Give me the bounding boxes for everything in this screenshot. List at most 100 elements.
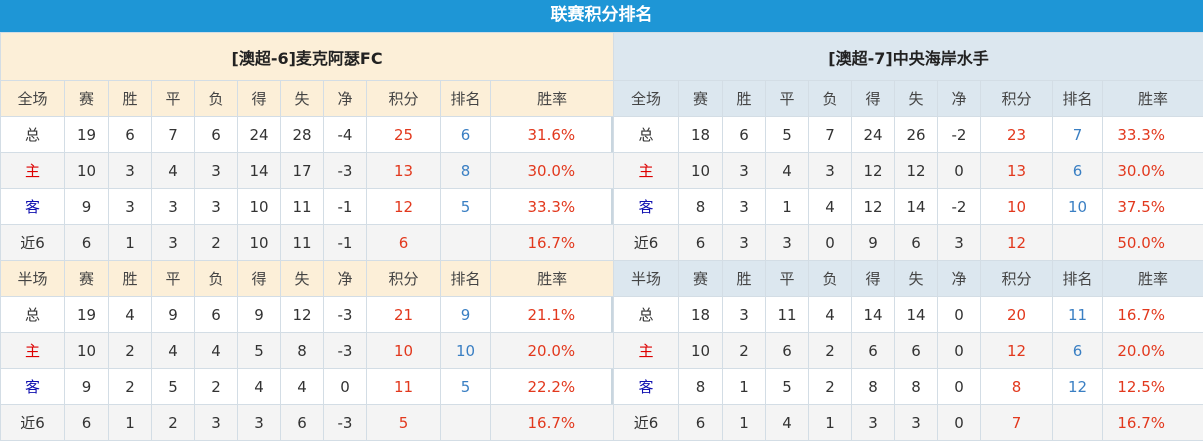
column-header: 排名 [440,80,491,117]
column-header: 胜 [722,80,766,117]
draws-cell: 2 [151,404,195,441]
win-rate-cell: 12.5% [1101,368,1203,405]
rank-cell [1052,224,1103,261]
losses-cell: 0 [808,224,852,261]
goal-diff-cell: 3 [937,224,981,261]
row-label-cell: 总 [0,296,65,333]
win-rate-cell: 16.7% [489,404,615,441]
win-rate-cell: 16.7% [489,224,615,261]
wins-cell: 2 [108,332,152,369]
wins-cell: 1 [722,404,766,441]
points-cell: 13 [980,152,1053,189]
column-header: 胜 [108,80,152,117]
row-label-cell: 客 [613,188,679,225]
wins-cell: 1 [722,368,766,405]
goals-for-cell: 9 [851,224,895,261]
losses-cell: 2 [808,332,852,369]
wins-cell: 3 [722,188,766,225]
standings-container: [澳超-6]麦克阿瑟FC 全场赛胜平负得失净积分 排名 胜率总 19 6 7 6 24 28 -4 2… [0,32,1203,441]
goals-for-cell: 10 [237,224,281,261]
header-row: 全场赛胜平负得失净积分 排名 胜率 [613,80,1203,117]
wins-cell: 2 [722,332,766,369]
rank-cell: 12 [1052,368,1103,405]
played-cell: 10 [678,152,723,189]
column-header: 负 [808,260,852,297]
goals-against-cell: 12 [280,296,324,333]
goal-diff-cell: 0 [937,332,981,369]
table-row: 近6 6 3 3 0 9 6 3 12 50.0% [613,224,1203,261]
table-row: 总 19 4 9 6 9 12 -3 21 9 21.1% [0,296,615,333]
goals-against-cell: 12 [894,152,938,189]
draws-cell: 1 [765,188,809,225]
table-row: 客 9 3 3 3 10 11 -1 12 5 33.3% [0,188,615,225]
played-cell: 6 [678,404,723,441]
points-cell: 10 [980,188,1053,225]
played-cell: 10 [678,332,723,369]
table-row: 客 8 3 1 4 12 14 -2 10 10 37.5% [613,188,1203,225]
wins-cell: 2 [108,368,152,405]
win-rate-cell: 16.7% [1101,404,1203,441]
points-cell: 8 [980,368,1053,405]
column-header: 净 [937,80,981,117]
column-header: 排名 [1052,260,1103,297]
column-header: 赛 [678,260,723,297]
team-name: [澳超-6]麦克阿瑟FC [0,32,615,81]
draws-cell: 11 [765,296,809,333]
goal-diff-cell: 0 [937,404,981,441]
goals-against-cell: 17 [280,152,324,189]
win-rate-cell: 33.3% [489,188,615,225]
draws-cell: 4 [765,152,809,189]
column-header: 平 [151,260,195,297]
losses-cell: 3 [808,152,852,189]
losses-cell: 2 [808,368,852,405]
header-row: 全场赛胜平负得失净积分 排名 胜率 [0,80,615,117]
wins-cell: 4 [108,296,152,333]
header-row: 半场赛胜平负得失净积分 排名 胜率 [613,260,1203,297]
column-header: 得 [851,260,895,297]
draws-cell: 3 [765,224,809,261]
column-header: 胜率 [489,80,615,117]
played-cell: 10 [64,152,109,189]
column-header: 得 [237,80,281,117]
played-cell: 18 [678,296,723,333]
losses-cell: 3 [194,404,238,441]
rank-cell: 6 [440,116,491,153]
column-header: 胜 [108,260,152,297]
column-header: 胜 [722,260,766,297]
column-header: 净 [937,260,981,297]
column-header: 积分 [980,260,1053,297]
column-header: 失 [894,260,938,297]
points-cell: 7 [980,404,1053,441]
column-header: 半场 [613,260,679,297]
goal-diff-cell: -4 [323,116,367,153]
row-label-cell: 主 [613,152,679,189]
rank-cell [440,404,491,441]
column-header: 负 [808,80,852,117]
column-header: 净 [323,260,367,297]
goal-diff-cell: 0 [323,368,367,405]
win-rate-cell: 20.0% [489,332,615,369]
win-rate-cell: 16.7% [1101,296,1203,333]
column-header: 赛 [64,80,109,117]
draws-cell: 9 [151,296,195,333]
row-label-cell: 总 [0,116,65,153]
losses-cell: 6 [194,116,238,153]
page-title: 联赛积分排名 [0,0,1203,32]
away-team-panel: [澳超-7]中央海岸水手 全场赛胜平负得失净积分 排名 胜率总 18 6 5 7 24 26 -2 2… [612,32,1203,441]
goals-against-cell: 11 [280,224,324,261]
played-cell: 8 [678,188,723,225]
draws-cell: 3 [151,224,195,261]
losses-cell: 3 [194,188,238,225]
row-label-cell: 总 [613,116,679,153]
row-label-cell: 总 [613,296,679,333]
column-header: 负 [194,260,238,297]
standings-table: [澳超-6]麦克阿瑟FC 全场赛胜平负得失净积分 排名 胜率总 19 6 7 6 24 28 -4 2… [0,32,615,441]
goals-against-cell: 28 [280,116,324,153]
column-header: 得 [237,260,281,297]
row-label-cell: 主 [0,152,65,189]
goal-diff-cell: -1 [323,188,367,225]
goals-against-cell: 4 [280,368,324,405]
win-rate-cell: 20.0% [1101,332,1203,369]
goals-for-cell: 8 [851,368,895,405]
goals-for-cell: 24 [851,116,895,153]
